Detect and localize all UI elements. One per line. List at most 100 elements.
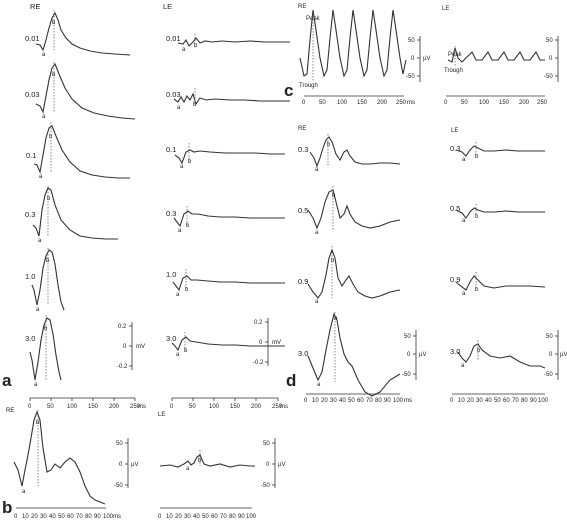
panel-d-re-trace-3 (307, 248, 401, 299)
panel-d-re-xtick-60: 60 (357, 398, 364, 404)
panel-c-le-x-axis: 0 50 100 150 200 250 (444, 95, 548, 106)
panel-a-re-ytick-top: 0.2 (118, 324, 127, 330)
panel-a-le-stim-3: 0.1 (166, 145, 176, 154)
panel-a-le-a-mark-2: a (177, 105, 181, 111)
panel-b-re-xtick-30: 30 (40, 514, 47, 520)
panel-a-le-x-axis: 0 50 100 150 200 250 ms (170, 397, 288, 410)
panel-b-re-label: RE (6, 408, 14, 414)
panel-d-re-xtick-10: 10 (312, 398, 319, 404)
panel-c-re-trace (299, 9, 407, 78)
panel-d-re-yunit: µV (419, 352, 426, 358)
panel-a-re-x-axis: 0 50 100 150 200 250 ms (28, 397, 146, 410)
panel-a-le-yunit: mV (272, 340, 281, 346)
panel-d-re-label: RE (298, 126, 306, 132)
panel-d-re-trace-4 (307, 312, 401, 397)
panel-a-re-stim-6: 3.0 (25, 334, 35, 343)
panel-c: RE LE Peak Trough Peak Trough 0 50 100 1… (284, 4, 559, 106)
panel-d-le-b-mark-4: b (477, 348, 481, 354)
panel-b-re-xunit: ms (113, 514, 121, 520)
panel-a-re-a-mark-5: a (36, 307, 40, 313)
panel-a-re-trace-2 (35, 62, 136, 120)
panel-a-re-b-mark-6: b (44, 326, 48, 332)
panel-b-le-xtick-30: 30 (184, 514, 191, 520)
panel-a-re-ytick-mid: 0 (123, 344, 127, 350)
panel-a-le-b-mark-3: b (188, 159, 192, 165)
panel-d-le-trace-1 (455, 145, 545, 157)
panel-a-re-yunit: mV (136, 344, 145, 350)
panel-a-re-ytick-bot: -0.2 (117, 364, 128, 370)
panel-a-re-xtick-50: 50 (47, 404, 54, 410)
panel-b-re-a-mark: a (22, 489, 26, 495)
panel-c-re-xtick-50: 50 (319, 100, 326, 106)
panel-a-le-xunit: ms (280, 404, 288, 410)
panel-c-le-trough-label: Trough (444, 68, 463, 74)
panel-a-re-xtick-0: 0 (28, 404, 32, 410)
panel-c-le-label: LE (442, 6, 449, 12)
panel-d-le-b-mark-1: b (475, 154, 479, 160)
panel-b-re-x-axis: 0 10 20 30 40 50 60 70 80 90 100 ms (14, 507, 121, 520)
panel-a-re-b-mark-2: b (52, 72, 56, 78)
panel-d-re-xtick-20: 20 (321, 398, 328, 404)
panel-d-le-trace-3 (455, 275, 546, 291)
panel-c-re-xtick-100: 100 (337, 100, 348, 106)
panel-a-le-trace-4 (173, 210, 285, 228)
panel-b-le-ytick-bot: -50 (261, 483, 270, 489)
panel-d-le-xtick-50: 50 (494, 398, 501, 404)
panel-d-le-stim-2: 0.5 (450, 204, 460, 213)
panel-c-le-ytick-bot: -50 (544, 74, 553, 80)
panel-a-le-b-mark-1: b (194, 43, 198, 49)
panel-d-le-a-mark-4: a (461, 363, 465, 369)
panel-a-le-xtick-0: 0 (170, 404, 174, 410)
panel-a-re-xtick-250: 250 (130, 404, 141, 410)
panel-a-re-a-mark-1: a (42, 52, 46, 58)
panel-d: RE LE 0.3 0.5 0.9 3.0 0.3 0.5 0.9 3.0 a … (286, 126, 567, 404)
panel-a-re-stim-5: 1.0 (25, 272, 35, 281)
panel-b-le-trace (159, 454, 255, 468)
panel-b-le-xtick-0: 0 (158, 514, 162, 520)
panel-b-le-b-mark: b (198, 458, 202, 464)
panel-b-re-ytick-top: 50 (116, 441, 123, 447)
panel-c-le-trace (447, 47, 545, 63)
panel-d-le-ytick-top: 50 (546, 334, 553, 340)
panel-d-le-xtick-90: 90 (530, 398, 537, 404)
panel-a: RE LE 0.01 0.03 0.1 0.3 1.0 3.0 0.01 0.0… (2, 2, 290, 410)
panel-b-le-xtick-40: 40 (193, 514, 200, 520)
panel-d-re-a-mark-1: a (315, 167, 319, 173)
panel-b-re-trace (13, 410, 106, 505)
panel-a-le-a-mark-4: a (178, 228, 182, 234)
panel-d-re-xunit: ms (404, 398, 412, 404)
panel-a-re-xtick-200: 200 (109, 404, 120, 410)
panel-a-re-b-mark-5: b (46, 258, 50, 264)
panel-a-re-b-mark-1: b (52, 20, 56, 26)
panel-d-le-trace-2 (455, 207, 545, 219)
panel-a-le-stim-6: 3.0 (166, 334, 176, 343)
panel-b-re-xtick-70: 70 (76, 514, 83, 520)
panel-a-re-xtick-150: 150 (88, 404, 99, 410)
panel-d-re-y-axis: 50 0 -50 µV (402, 330, 426, 380)
panel-d-le-label: LE (451, 128, 458, 134)
panel-a-le-ytick-mid: 0 (259, 340, 263, 346)
panel-b-label: b (2, 498, 12, 517)
panel-c-re-x-axis: 0 50 100 150 200 250 ms (302, 95, 415, 106)
panel-c-le-ytick-mid: 0 (549, 56, 553, 62)
panel-d-le-xtick-80: 80 (521, 398, 528, 404)
panel-a-re-a-mark-6: a (34, 382, 38, 388)
panel-b-le-xtick-10: 10 (166, 514, 173, 520)
panel-a-le-label: LE (163, 2, 172, 11)
panel-d-le-stim-4: 3.0 (450, 347, 460, 356)
panel-a-le-xtick-150: 150 (230, 404, 241, 410)
panel-c-re-ytick-mid: 0 (411, 56, 415, 62)
panel-d-le-b-mark-3: b (475, 287, 479, 293)
panel-d-re-a-mark-4: a (317, 382, 321, 388)
panel-d-le-xtick-30: 30 (476, 398, 483, 404)
panel-d-re-xtick-90: 90 (384, 398, 391, 404)
panel-d-re-xtick-50: 50 (348, 398, 355, 404)
panel-c-re-xtick-250: 250 (396, 100, 407, 106)
panel-d-le-stim-3: 0.9 (450, 275, 460, 284)
panel-d-re-trace-1 (309, 136, 401, 168)
panel-b-re-xtick-20: 20 (31, 514, 38, 520)
panel-d-re-stim-2: 0.5 (298, 206, 308, 215)
panel-a-re-b-mark-3: b (49, 134, 53, 140)
panel-b-le-y-axis: 50 0 -50 µV (261, 438, 285, 489)
panel-d-le-xtick-60: 60 (503, 398, 510, 404)
